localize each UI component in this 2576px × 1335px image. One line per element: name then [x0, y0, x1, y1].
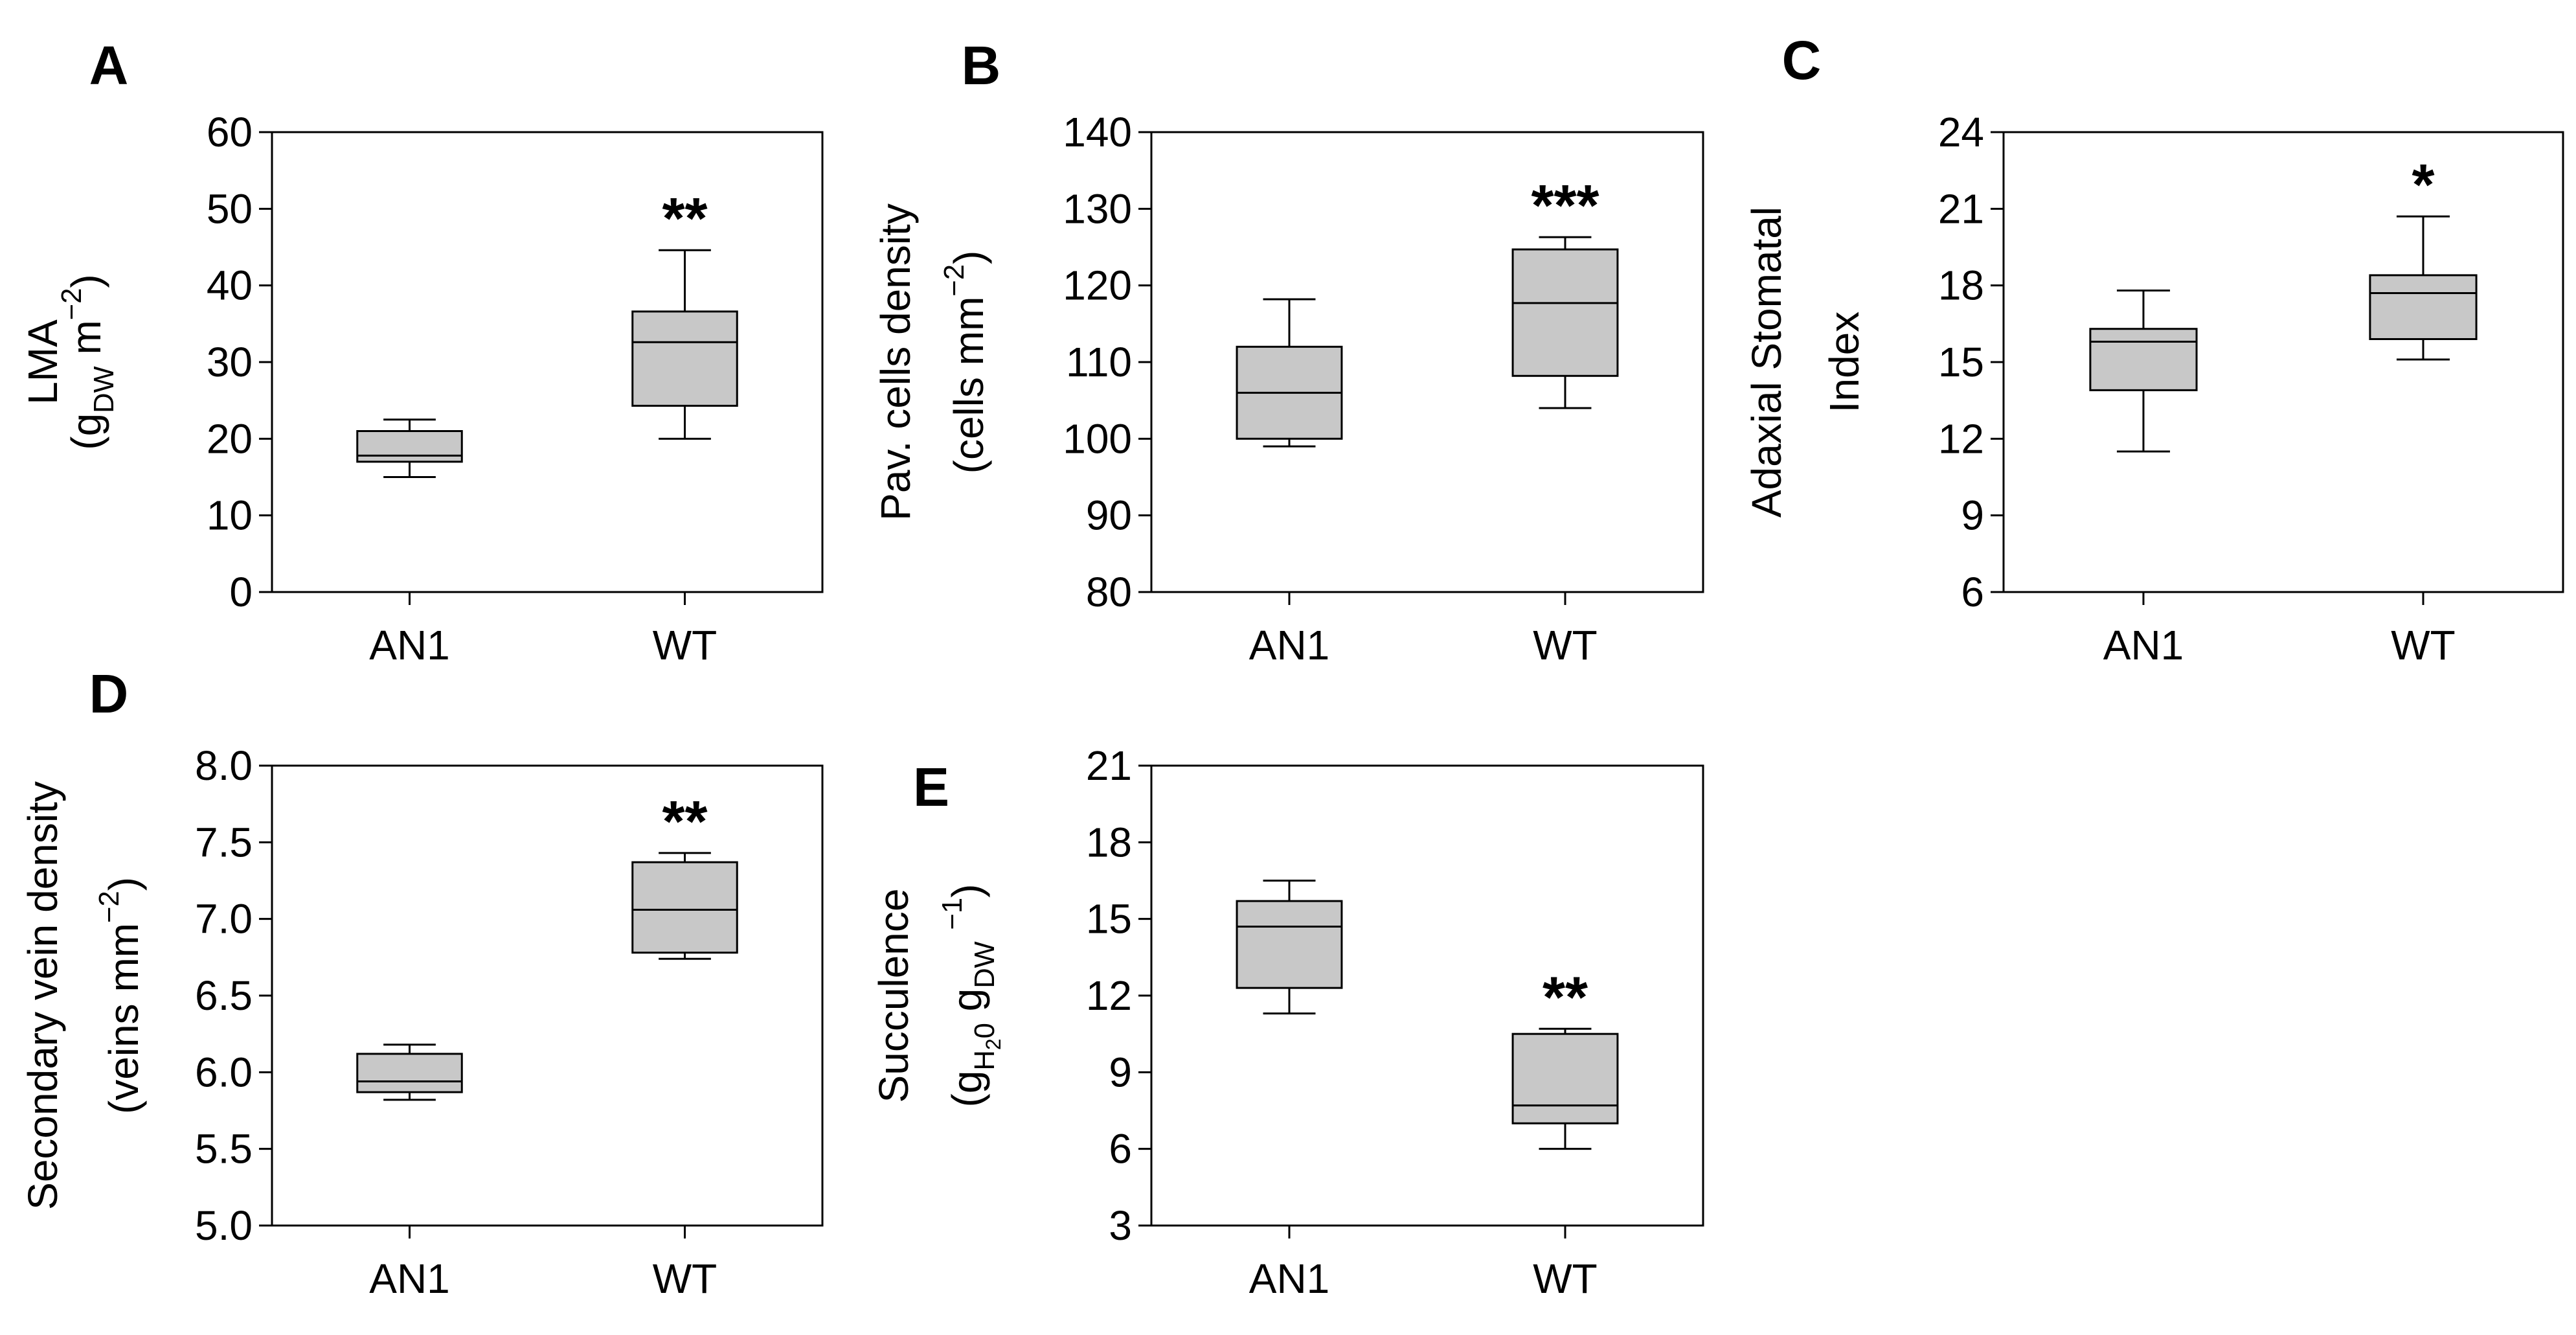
iqr-box	[2089, 328, 2198, 391]
y-axis-label: Succulence	[870, 889, 917, 1103]
x-tick-label: WT	[1533, 622, 1598, 668]
x-tick-label: AN1	[369, 1255, 450, 1302]
y-tick-label: 40	[207, 262, 253, 309]
plot-frame	[1150, 131, 1704, 593]
plot-frame	[2002, 131, 2564, 593]
y-tick-label: 6	[1109, 1126, 1132, 1172]
significance-marker: **	[662, 187, 707, 251]
box-plot-an1	[1236, 880, 1343, 1015]
y-tick-label: 5.5	[195, 1126, 253, 1172]
y-tick-label: 7.5	[195, 819, 253, 865]
chart-panel-e: E 3 6 9 12 15 18 21 AN1 WT Succulence (gH20 gDW −1)…	[870, 742, 1704, 1302]
panel-letter: A	[89, 35, 129, 96]
y-tick-label: 6.0	[195, 1049, 253, 1095]
box-plot-wt: **	[1511, 965, 1619, 1150]
y-tick-label: 15	[1938, 339, 1984, 385]
box-plot-an1	[2089, 290, 2198, 453]
y-tick-label: 100	[1063, 415, 1132, 462]
y-axis-label: (gDW m−2)	[56, 274, 120, 450]
iqr-box	[1236, 900, 1343, 989]
x-tick-label: AN1	[2103, 622, 2184, 668]
y-tick-label: 80	[1086, 569, 1132, 615]
iqr-box	[2369, 274, 2478, 340]
box-plot-an1	[1236, 298, 1343, 448]
box-plot-an1	[356, 1044, 463, 1101]
box-plot-wt: **	[631, 790, 738, 960]
y-tick-label: 60	[207, 109, 253, 155]
y-tick-label: 12	[1086, 972, 1132, 1019]
significance-marker: **	[662, 790, 707, 854]
y-axis-label: Secondary vein density	[19, 781, 66, 1210]
y-axis-label: Pav. cells density	[872, 203, 919, 521]
x-tick-label: WT	[2391, 622, 2456, 668]
panel-letter: E	[913, 757, 949, 817]
y-tick-label: 8.0	[195, 742, 253, 789]
iqr-box	[356, 1053, 463, 1093]
panel-letter: D	[89, 663, 129, 724]
chart-panel-c: C 6 9 12 15 18 21 24 AN1 WT Adaxial Stomatal Index *	[1743, 30, 2564, 668]
y-axis-label: (veins mm−2)	[94, 877, 147, 1114]
y-tick-label: 6.5	[195, 972, 253, 1019]
y-tick-label: 5.0	[195, 1202, 253, 1249]
y-tick-label: 7.0	[195, 896, 253, 942]
y-tick-label: 120	[1063, 262, 1132, 309]
box-plot-an1	[356, 418, 463, 478]
chart-panel-d: D 5.0 5.5 6.0 6.5 7.0 7.5 8.0 AN1 WT Secondary vei…	[19, 663, 824, 1302]
y-tick-label: 30	[207, 339, 253, 385]
y-tick-label: 15	[1086, 896, 1132, 942]
x-tick-label: AN1	[1249, 622, 1330, 668]
y-axis-label: Index	[1821, 312, 1868, 413]
y-tick-label: 90	[1086, 492, 1132, 539]
box-plot-wt: ***	[1511, 174, 1619, 409]
box-plot-wt: **	[631, 187, 738, 440]
y-tick-label: 21	[1086, 742, 1132, 789]
box-plot-wt: *	[2369, 153, 2478, 361]
y-tick-label: 10	[207, 492, 253, 539]
plot-frame	[271, 131, 824, 593]
y-tick-label: 9	[1109, 1049, 1132, 1095]
y-tick-label: 12	[1938, 415, 1984, 462]
y-tick-label: 130	[1063, 185, 1132, 232]
y-tick-label: 0	[229, 569, 253, 615]
significance-marker: **	[1542, 965, 1588, 1030]
plot-frame	[271, 764, 824, 1227]
y-axis-label: LMA	[19, 319, 66, 405]
x-tick-label: WT	[1533, 1255, 1598, 1302]
y-axis-label: Adaxial Stomatal	[1743, 207, 1790, 518]
y-tick-label: 6	[1961, 569, 1984, 615]
iqr-box	[631, 861, 738, 954]
plot-frame	[1150, 764, 1704, 1227]
y-tick-label: 21	[1938, 185, 1984, 232]
y-axis-label: (cells mm−2)	[939, 251, 992, 474]
significance-marker: ***	[1531, 174, 1599, 238]
iqr-box	[356, 430, 463, 463]
y-tick-label: 24	[1938, 109, 1984, 155]
significance-marker: *	[2412, 153, 2434, 218]
iqr-box	[1511, 1033, 1619, 1124]
chart-panel-a: A 0 10 20 30 40 50 60 AN1 WT LMA(gDW m−2) **	[19, 35, 824, 668]
y-tick-label: 110	[1066, 339, 1132, 385]
x-tick-label: AN1	[369, 622, 450, 668]
x-tick-label: WT	[653, 1255, 717, 1302]
y-tick-label: 140	[1063, 109, 1132, 155]
x-tick-label: AN1	[1249, 1255, 1330, 1302]
y-tick-label: 20	[207, 415, 253, 462]
iqr-box	[631, 310, 738, 407]
chart-panel-b: B 80 90 100 110 120 130 140 AN1 WT Pav. cells dens…	[872, 35, 1704, 668]
y-tick-label: 18	[1938, 262, 1984, 309]
y-tick-label: 50	[207, 185, 253, 232]
y-tick-label: 3	[1109, 1202, 1132, 1249]
panel-letter: C	[1782, 30, 1822, 91]
panel-letter: B	[962, 35, 1001, 96]
x-tick-label: WT	[653, 622, 717, 668]
iqr-box	[1511, 248, 1619, 377]
y-tick-label: 9	[1961, 492, 1984, 539]
y-tick-label: 18	[1086, 819, 1132, 865]
y-axis-label: (gH20 gDW −1)	[937, 884, 1005, 1108]
